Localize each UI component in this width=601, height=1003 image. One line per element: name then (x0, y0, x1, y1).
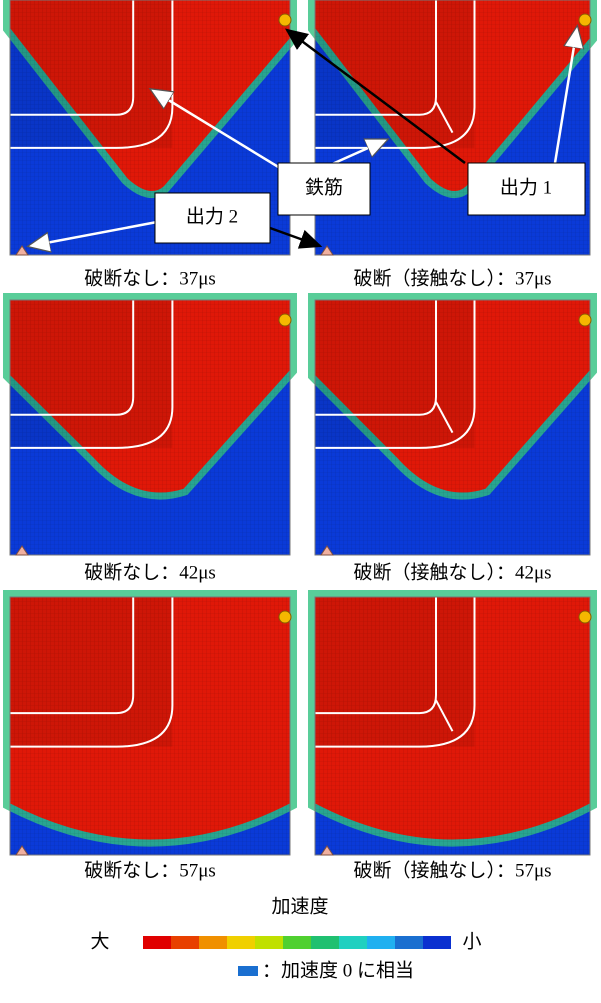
colorbar-step (311, 936, 339, 949)
zero-swatch (238, 966, 258, 976)
figure: 鉄筋 出力 1 出力 2 加速度 大 小 ：加速度 0 に相当 破断なし：37μ… (0, 0, 601, 998)
caption: 破断なし：57μs (84, 859, 216, 881)
rebar (10, 300, 172, 448)
colorbar-step (423, 936, 451, 949)
rebar (315, 300, 475, 448)
colorbar-step (367, 936, 395, 949)
colorbar-step (227, 936, 255, 949)
colorbar-step (283, 936, 311, 949)
legend-title: 加速度 (271, 895, 328, 917)
legend-high: 大 (90, 930, 109, 952)
colorbar-step (339, 936, 367, 949)
panel (10, 597, 291, 855)
colorbar (143, 936, 451, 949)
rebar (10, 0, 172, 148)
caption: 破断なし：42μs (84, 561, 216, 583)
output-1-marker (579, 314, 591, 326)
colorbar-step (395, 936, 423, 949)
output-1-marker (279, 14, 291, 26)
colorbar-step (255, 936, 283, 949)
panel (315, 597, 591, 855)
panel (315, 300, 591, 555)
zero-note: ：加速度 0 に相当 (262, 959, 414, 981)
output-1-marker (279, 314, 291, 326)
panels (10, 0, 591, 855)
callout-label: 鉄筋 (305, 176, 343, 198)
callout-label: 出力 1 (500, 176, 552, 198)
rebar (315, 0, 475, 148)
panel (315, 0, 591, 255)
callout-label: 出力 2 (186, 205, 238, 227)
caption: 破断（接触なし）：42μs (353, 561, 551, 583)
rebar (315, 597, 475, 747)
colorbar-step (143, 936, 171, 949)
colorbar-step (171, 936, 199, 949)
output-1-marker (579, 611, 591, 623)
colorbar-step (199, 936, 227, 949)
caption: 破断なし：37μs (84, 267, 216, 289)
legend-low: 小 (462, 930, 481, 952)
legend: 加速度 大 小 ：加速度 0 に相当 (90, 895, 481, 981)
output-1-marker (579, 14, 591, 26)
panel (10, 300, 291, 555)
rebar (10, 597, 172, 747)
output-1-marker (279, 611, 291, 623)
caption: 破断（接触なし）：57μs (353, 859, 551, 881)
caption: 破断（接触なし）：37μs (353, 267, 551, 289)
